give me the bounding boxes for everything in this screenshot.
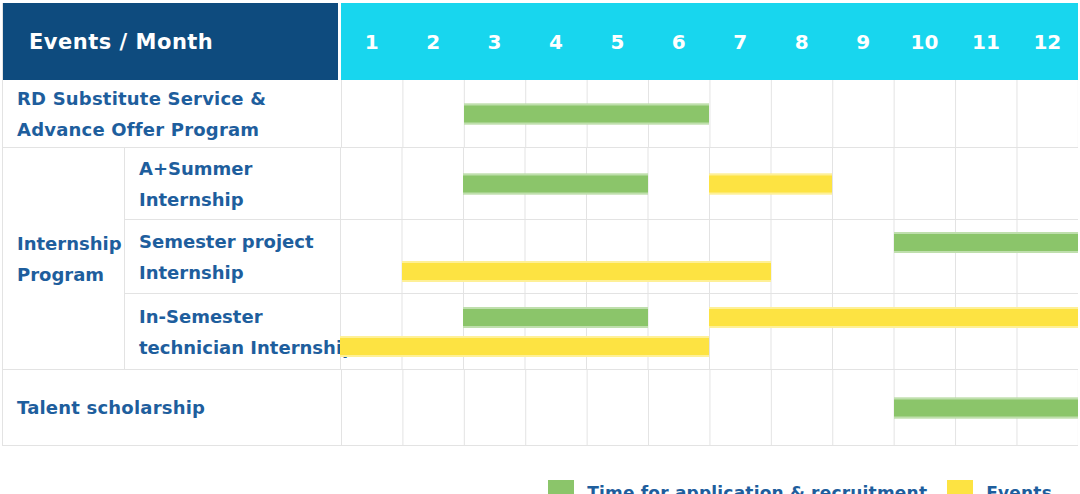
month-header-1: 1 — [341, 3, 402, 80]
bar-events — [402, 261, 771, 282]
chart-title: Events / Month — [29, 30, 213, 54]
group-children: A+SummerInternshipSemester projectIntern… — [125, 148, 1078, 369]
month-header-5: 5 — [587, 3, 648, 80]
month-grid — [340, 220, 1078, 293]
legend-label-events: Events — [986, 483, 1052, 494]
gantt-chart: Events / Month 123456789101112 RD Substi… — [0, 0, 1080, 494]
month-header-10: 10 — [894, 3, 955, 80]
row-semester-project-internship: Semester projectInternship — [125, 220, 1078, 294]
month-header-12: 12 — [1017, 3, 1078, 80]
table-header: Events / Month 123456789101112 — [3, 3, 1078, 80]
row-label-line: technician Internship — [139, 332, 340, 363]
legend-item-events: Events — [947, 480, 1052, 494]
month-header-9: 9 — [832, 3, 893, 80]
row-label-line: Advance Offer Program — [17, 114, 341, 145]
month-grid — [340, 148, 1078, 219]
bar-application-recruitment — [464, 103, 710, 124]
row-label-line: Talent scholarship — [17, 392, 341, 423]
legend-swatch-yellow — [947, 480, 973, 494]
row-label-a-plus-summer-internship: A+SummerInternship — [125, 148, 340, 219]
row-label-line: Internship — [139, 184, 340, 215]
bar-events — [709, 173, 832, 194]
row-label-line: In-Semester — [139, 301, 340, 332]
month-header-row: 123456789101112 — [341, 3, 1078, 80]
month-header-4: 4 — [525, 3, 586, 80]
bar-application-recruitment — [463, 307, 648, 328]
row-label-talent-scholarship: Talent scholarship — [3, 370, 341, 445]
bar-application-recruitment — [894, 397, 1078, 418]
legend: Time for application & recruitment Event… — [2, 468, 1078, 494]
row-rd-substitute-advance-offer: RD Substitute Service &Advance Offer Pro… — [3, 80, 1078, 148]
events-table: Events / Month 123456789101112 RD Substi… — [2, 3, 1078, 446]
month-header-11: 11 — [955, 3, 1016, 80]
month-header-8: 8 — [771, 3, 832, 80]
bar-events — [709, 307, 1078, 328]
bar-application-recruitment — [463, 173, 648, 194]
row-label-line: Semester project — [139, 226, 340, 257]
row-label-line: Program — [17, 259, 124, 290]
month-header-2: 2 — [402, 3, 463, 80]
row-label-line: A+Summer — [139, 153, 340, 184]
group-label-internship-program: InternshipProgram — [3, 148, 125, 369]
legend-item-application-recruitment: Time for application & recruitment — [548, 480, 927, 494]
row-in-semester-technician-internship: In-Semestertechnician Internship — [125, 294, 1078, 369]
legend-swatch-green — [548, 480, 574, 494]
row-talent-scholarship: Talent scholarship — [3, 370, 1078, 446]
row-label-rd-substitute-advance-offer: RD Substitute Service &Advance Offer Pro… — [3, 80, 341, 147]
month-header-3: 3 — [464, 3, 525, 80]
table-body: RD Substitute Service &Advance Offer Pro… — [3, 80, 1078, 446]
row-a-plus-summer-internship: A+SummerInternship — [125, 148, 1078, 220]
month-header-7: 7 — [710, 3, 771, 80]
month-header-6: 6 — [648, 3, 709, 80]
row-label-semester-project-internship: Semester projectInternship — [125, 220, 340, 293]
month-grid — [340, 294, 1078, 369]
month-grid — [341, 80, 1078, 147]
group-internship-program: InternshipProgramA+SummerInternshipSemes… — [3, 148, 1078, 370]
row-label-line: Internship — [17, 228, 124, 259]
row-label-in-semester-technician-internship: In-Semestertechnician Internship — [125, 294, 340, 369]
legend-label-application-recruitment: Time for application & recruitment — [587, 483, 927, 494]
corner-cell: Events / Month — [3, 3, 341, 80]
bar-events — [340, 336, 709, 357]
row-label-line: Internship — [139, 257, 340, 288]
bar-application-recruitment — [894, 232, 1079, 253]
row-label-line: RD Substitute Service & — [17, 83, 341, 114]
month-grid — [341, 370, 1078, 445]
